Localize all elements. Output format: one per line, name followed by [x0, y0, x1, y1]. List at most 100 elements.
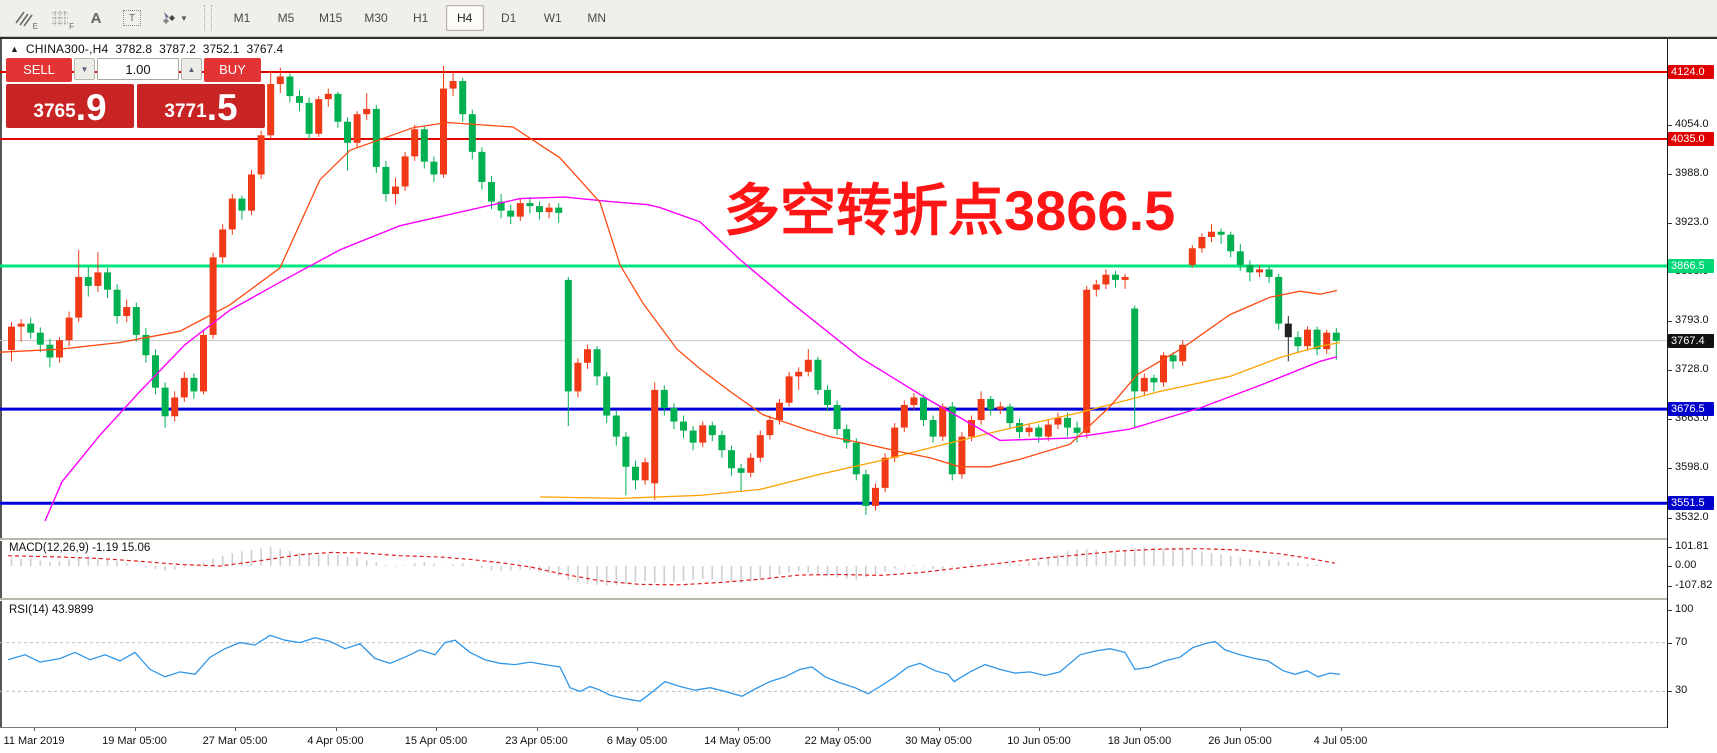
tf-button-H1[interactable]: H1 [413, 11, 429, 25]
candle-body [872, 487, 879, 506]
candle-body [420, 129, 428, 162]
volume-decrease-button[interactable]: ▼ [74, 58, 95, 80]
candle-body [1131, 308, 1139, 392]
candle-body [36, 332, 44, 345]
candle-body [1313, 329, 1321, 350]
grid-tool-icon[interactable]: F [44, 4, 76, 32]
time-axis-label: 27 Mar 05:00 [202, 735, 268, 747]
candle-body [1323, 332, 1331, 350]
ohlc-low: 3752.1 [202, 42, 240, 56]
tf-button-D1[interactable]: D1 [501, 11, 517, 25]
sell-price-display[interactable]: 3765 .9 [6, 84, 134, 128]
candle-body [142, 334, 150, 356]
sell-price-big-digit: .9 [75, 87, 107, 128]
candle-body [238, 198, 246, 211]
candle-body [852, 442, 860, 475]
candle-body [766, 420, 774, 436]
one-click-trade-panel: SELL ▼ ▲ BUY 3765 .9 3771 .5 [6, 58, 265, 128]
candle-body [219, 229, 227, 258]
sell-button[interactable]: SELL [6, 58, 72, 82]
ohlc-high: 3787.2 [159, 42, 196, 56]
candle-body [401, 156, 409, 187]
macd-pane-divider[interactable] [0, 538, 1667, 541]
arrows-dropdown-caret[interactable]: ▼ [180, 13, 188, 23]
buy-button[interactable]: BUY [204, 58, 261, 82]
price-tick-3923.0: 3923.0 [1668, 216, 1709, 228]
candle-body [699, 425, 707, 443]
time-tick [1139, 728, 1141, 731]
candle-body [84, 276, 92, 286]
candle-body [17, 323, 25, 327]
tf-button-M5[interactable]: M5 [277, 11, 295, 25]
candle-body [248, 174, 255, 211]
time-axis-label: 22 May 05:00 [804, 735, 872, 747]
text-tool-label: A [90, 9, 102, 27]
candle-body [123, 307, 131, 317]
candle-body [209, 257, 217, 335]
candle-body [1083, 289, 1091, 433]
candle-body [161, 387, 169, 417]
candle-body [1265, 269, 1273, 277]
candle-body [747, 457, 755, 473]
tf-button-M30[interactable]: M30 [364, 11, 388, 25]
candle-body [574, 362, 582, 392]
window-left-border [0, 39, 2, 728]
draw-lines-icon[interactable]: E [8, 4, 40, 32]
candle-body [939, 406, 947, 437]
arrows-tool-icon[interactable]: ▼ [152, 4, 196, 32]
volume-increase-button[interactable]: ▲ [181, 58, 202, 80]
candle-body [1275, 276, 1283, 324]
tf-button-M1[interactable]: M1 [233, 11, 251, 25]
candle-body [680, 421, 687, 431]
time-axis-label: 10 Jun 05:00 [1007, 735, 1071, 747]
ohlc-close: 3767.4 [246, 42, 284, 56]
candle-body [507, 210, 515, 217]
candle-body [104, 272, 111, 290]
candle-body [1073, 427, 1081, 433]
volume-input[interactable] [97, 58, 179, 80]
time-tick [1039, 728, 1040, 731]
candle-body [737, 468, 745, 473]
time-tick [436, 728, 437, 731]
candle-body [296, 96, 303, 103]
candle-body [1217, 231, 1225, 235]
price-badge-3551.5: 3551.5 [1668, 496, 1714, 511]
tf-button-MN[interactable]: MN [587, 11, 607, 25]
tf-button-M15[interactable]: M15 [319, 11, 343, 25]
candle-body [814, 359, 822, 390]
symbol-period: CHINA300-,H4 [25, 42, 109, 56]
candle-body [593, 349, 601, 377]
time-tick [536, 728, 538, 731]
rsi-pane-divider[interactable] [0, 598, 1667, 601]
candle-body [1198, 236, 1206, 249]
candle-body [584, 349, 591, 363]
candle-body [843, 429, 851, 443]
chart-window [0, 37, 1717, 753]
time-axis-label: 6 May 05:00 [606, 735, 668, 747]
chart-canvas[interactable] [0, 0, 1667, 728]
candle-body [900, 404, 908, 428]
candle-body [545, 207, 553, 213]
candle-body [795, 371, 803, 377]
time-axis[interactable]: 11 Mar 2019 19 Mar 05:00 27 Mar 05:00 4 Apr… [0, 727, 1667, 753]
tf-button-H4[interactable]: H4 [445, 5, 484, 31]
time-tick [235, 728, 236, 731]
candle-body [315, 99, 323, 134]
time-tick [134, 728, 136, 731]
candle-body [190, 377, 198, 392]
candle-body [891, 427, 899, 458]
candle-body [46, 344, 54, 358]
time-tick [838, 728, 839, 731]
candle-body [1236, 251, 1244, 265]
price-tick-3532.0: 3532.0 [1668, 511, 1709, 523]
text-tool-icon[interactable]: A [80, 4, 112, 32]
text-label-tool-icon[interactable]: T [116, 4, 148, 32]
price-axis[interactable]: 4119.04054.03988.03923.03858.03793.03728… [1667, 39, 1717, 728]
buy-price-display[interactable]: 3771 .5 [137, 84, 265, 128]
candle-body [612, 415, 620, 437]
macd-axis--107.82: -107.82 [1668, 579, 1712, 591]
tf-button-W1[interactable]: W1 [543, 11, 562, 25]
candle-body [756, 435, 764, 458]
collapse-icon[interactable]: ▲ [10, 44, 19, 54]
